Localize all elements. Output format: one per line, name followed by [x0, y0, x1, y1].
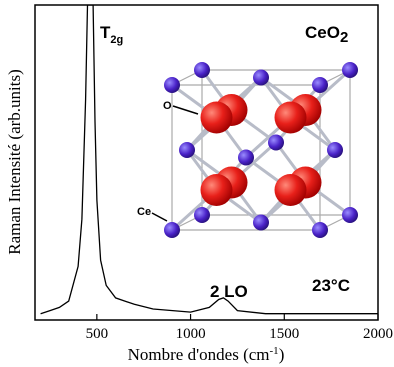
- cerium-atom: [312, 222, 328, 238]
- compound-main: CeO: [305, 23, 340, 42]
- x-tick-label: 2000: [363, 326, 393, 342]
- x-label-sup: -1: [270, 345, 279, 357]
- oxygen-label: O: [163, 100, 172, 112]
- oxygen-atom: [200, 101, 233, 134]
- crystal-structure: [164, 62, 358, 238]
- x-label-end: ): [279, 345, 285, 364]
- cerium-arrow: [151, 212, 168, 222]
- compound-sub: 2: [340, 29, 348, 46]
- cerium-label: Ce: [137, 206, 151, 218]
- x-axis-label: Nombre d'ondes (cm-1): [128, 345, 285, 364]
- x-tick-label: 1000: [176, 326, 206, 342]
- band-label: 2 LO: [210, 282, 248, 301]
- cerium-atom: [164, 222, 180, 238]
- peak-sub: 2g: [110, 34, 123, 46]
- plot-frame: [34, 4, 379, 321]
- oxygen-arrow: [172, 105, 199, 115]
- x-label-main: Nombre d'ondes (cm: [128, 345, 270, 364]
- oxygen-atom: [274, 101, 307, 134]
- cerium-atom: [194, 207, 210, 223]
- cerium-atom: [342, 62, 358, 78]
- temperature-label: 23°C: [312, 276, 350, 295]
- y-axis-label: Raman Intensité (arb.units): [5, 69, 24, 255]
- cerium-atom: [194, 62, 210, 78]
- peak-main: T: [100, 23, 111, 42]
- cerium-atom: [164, 77, 180, 93]
- oxygen-atom: [274, 174, 307, 206]
- cerium-atom: [342, 207, 358, 223]
- cerium-atom: [268, 134, 284, 151]
- cerium-atom: [327, 142, 343, 158]
- oxygen-atom: [200, 174, 233, 206]
- spectrum-line: [40, 5, 378, 315]
- cerium-atom: [238, 149, 254, 166]
- peak-label: T2g: [100, 23, 123, 46]
- x-tick-label: 500: [86, 326, 109, 342]
- cerium-atom: [179, 142, 195, 158]
- cerium-atom: [312, 77, 328, 93]
- compound-label: CeO2: [305, 23, 348, 46]
- x-tick-label: 1500: [269, 326, 299, 342]
- cerium-atom: [253, 214, 269, 231]
- cerium-atom: [253, 69, 269, 86]
